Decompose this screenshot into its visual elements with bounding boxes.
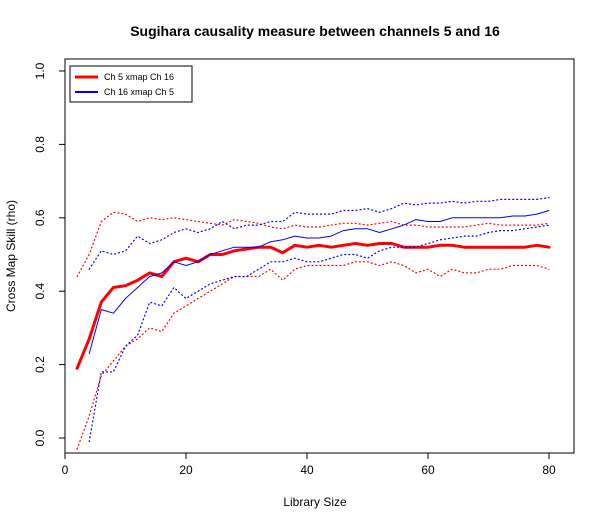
series-line-4 [88,197,550,270]
series-line-5 [88,224,550,443]
series-line-0 [75,242,551,370]
series-line-2 [76,211,550,278]
legend-entry-ch16-xmap-ch5: Ch 16 xmap Ch 5 [104,87,174,97]
series-line-3 [76,261,550,450]
series-line-1 [88,210,550,355]
legend-box [69,65,193,103]
y-tick-label-4: 0.8 [33,136,47,153]
plot-frame [64,58,575,454]
x-tick-label-4: 80 [542,463,556,477]
x-tick-label-2: 40 [300,463,314,477]
y-axis: 0.0 0.2 0.4 0.6 0.8 1.0 [33,62,66,446]
plot-area [75,197,551,450]
x-axis-label: Library Size [283,495,347,509]
x-axis: 0 20 40 60 80 [62,452,556,477]
y-tick-label-2: 0.4 [33,283,47,300]
y-tick-label-1: 0.2 [33,356,47,373]
x-tick-label-1: 20 [179,463,193,477]
y-tick-label-5: 1.0 [33,62,47,79]
legend: Ch 5 xmap Ch 16 Ch 16 xmap Ch 5 [69,65,193,103]
y-axis-label: Cross Map Skill (rho) [4,200,18,312]
x-tick-label-3: 60 [421,463,435,477]
legend-entry-ch5-xmap-ch16: Ch 5 xmap Ch 16 [104,72,174,82]
y-tick-label-3: 0.6 [33,209,47,226]
chart-title: Sugihara causality measure between chann… [130,23,500,39]
y-tick-label-0: 0.0 [33,429,47,446]
x-tick-label-0: 0 [62,463,69,477]
